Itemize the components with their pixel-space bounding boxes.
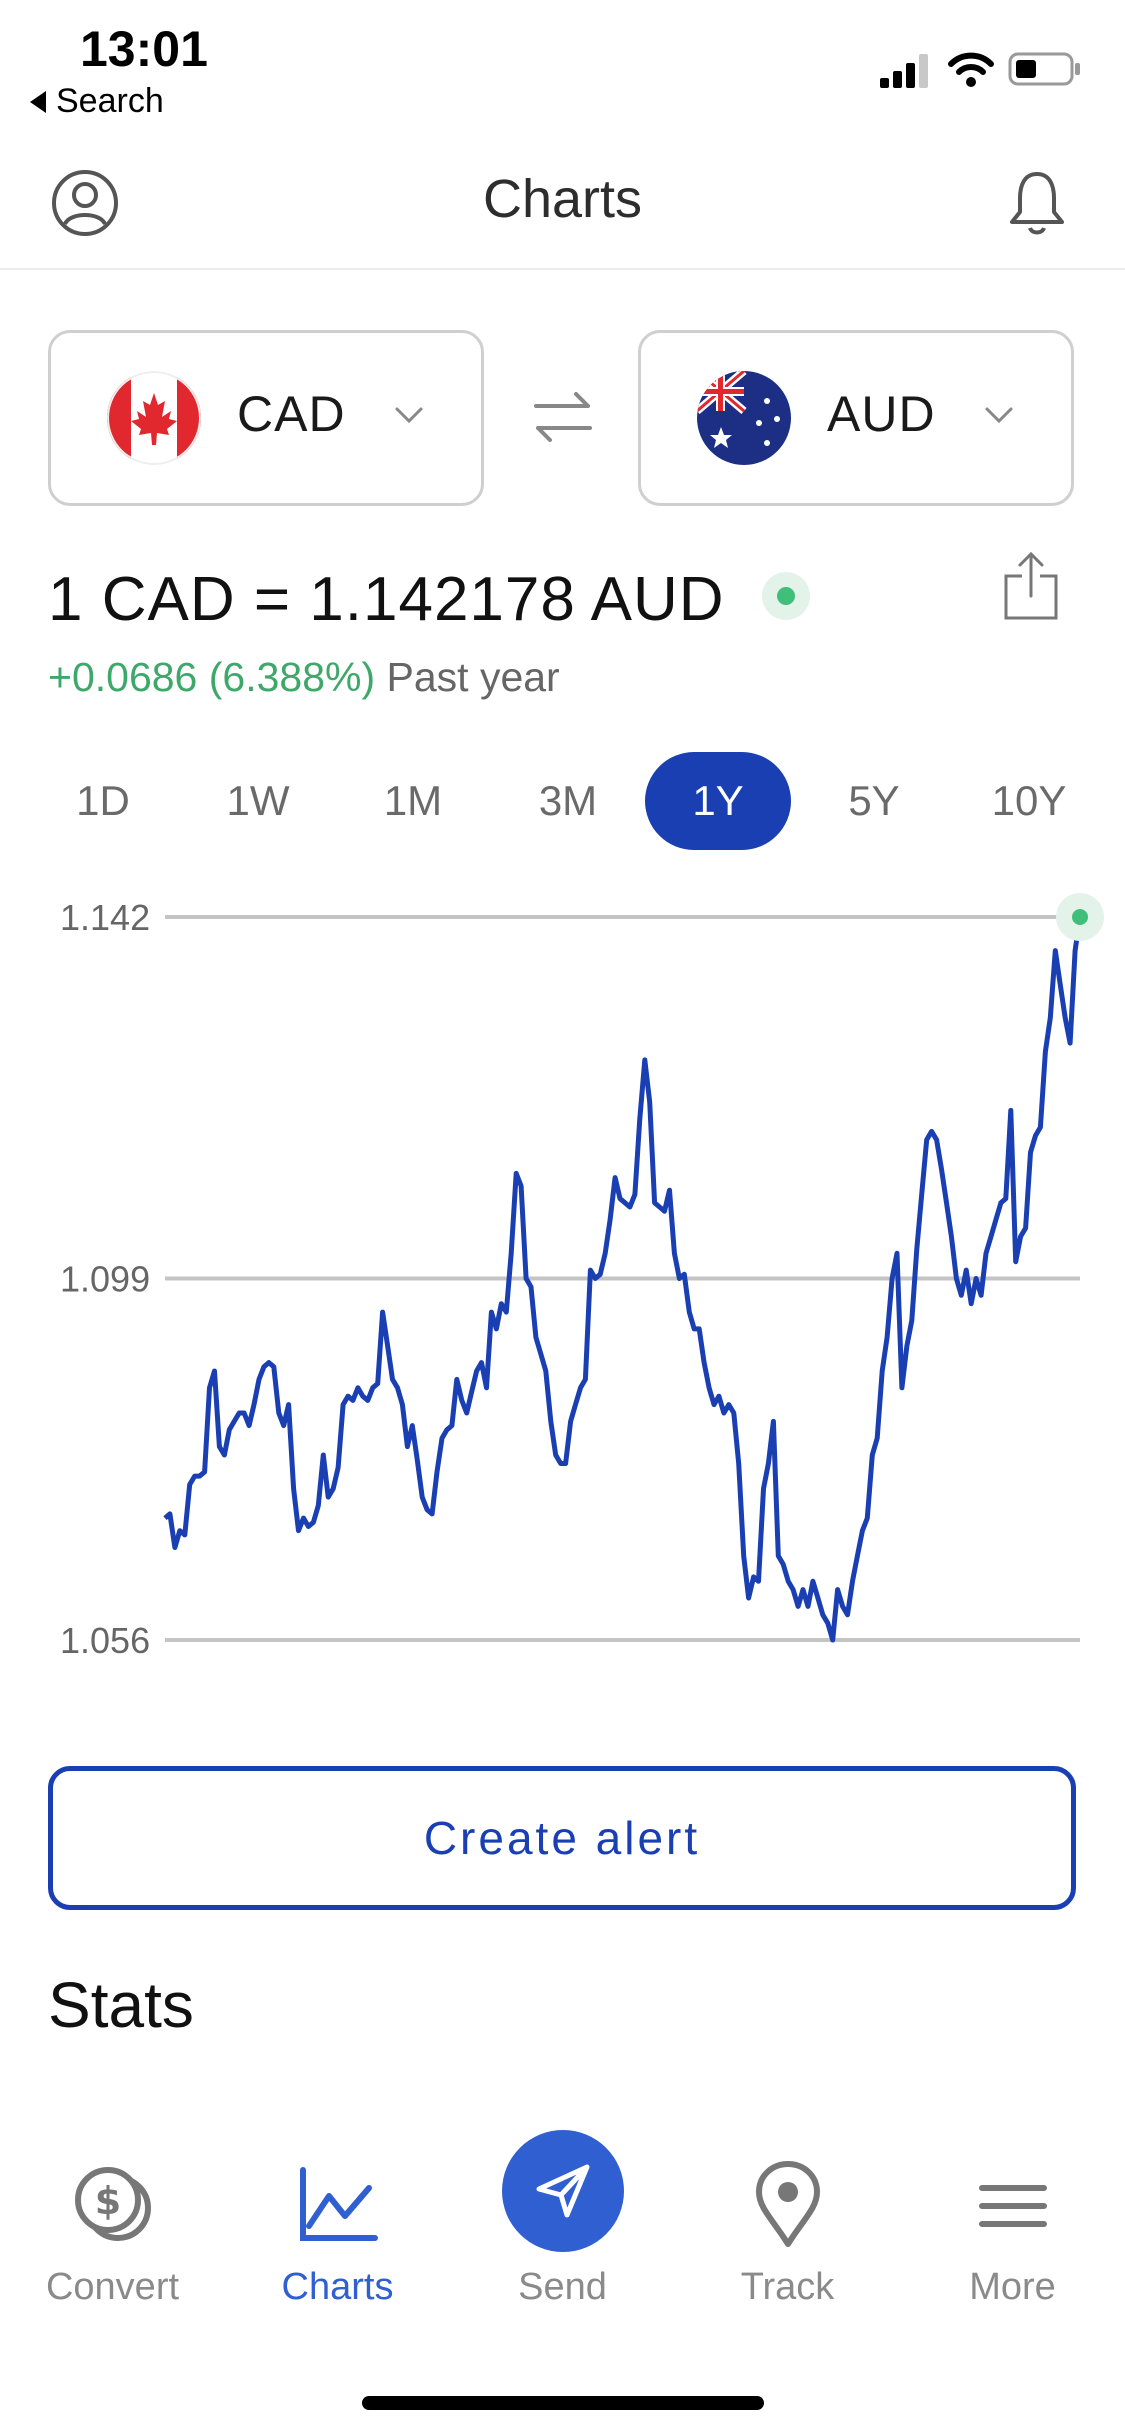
stats-heading: Stats	[48, 1969, 194, 2041]
wifi-icon	[948, 52, 994, 87]
range-tab-1w[interactable]: 1W	[226, 777, 290, 824]
bottom-tab-bar: $ Convert Charts Send Track More	[0, 2100, 1125, 2436]
from-currency-select[interactable]: CAD	[48, 330, 484, 506]
convert-icon: $	[74, 2167, 151, 2241]
send-button-circle	[501, 2130, 624, 2252]
tab-convert[interactable]: $ Convert	[0, 2100, 225, 2320]
y-tick-label: 1.142	[60, 897, 150, 938]
send-icon	[536, 2164, 589, 2218]
chevron-down-icon	[395, 407, 423, 424]
chevron-down-icon	[985, 407, 1013, 424]
tab-label-charts: Charts	[281, 2266, 394, 2308]
tab-send[interactable]: Send	[450, 2100, 675, 2320]
y-tick-label: 1.056	[60, 1620, 150, 1660]
back-arrow-icon	[30, 90, 46, 113]
header-divider	[0, 268, 1125, 270]
range-tab-3m[interactable]: 3M	[538, 777, 598, 824]
exchange-rate: 1 CAD = 1.142178 AUD	[48, 565, 725, 634]
swap-currencies-icon[interactable]	[530, 386, 596, 448]
range-tab-10y[interactable]: 10Y	[991, 777, 1067, 824]
rate-series-line	[163, 916, 1083, 1643]
charts-icon	[299, 2167, 378, 2241]
tab-charts[interactable]: Charts	[225, 2100, 450, 2320]
location-pin-icon	[755, 2161, 820, 2247]
menu-icon	[978, 2185, 1047, 2227]
bell-icon[interactable]	[1004, 166, 1070, 238]
cellular-signal-icon	[880, 54, 928, 88]
profile-icon[interactable]	[50, 168, 120, 238]
range-tab-1y[interactable]: 1Y	[645, 752, 791, 850]
y-tick-label: 1.099	[60, 1259, 150, 1300]
australia-flag-icon	[697, 371, 791, 465]
range-tab-1d[interactable]: 1D	[76, 777, 130, 824]
tab-more[interactable]: More	[900, 2100, 1125, 2320]
rate-change-period: Past year	[386, 654, 560, 700]
rate-chart[interactable]: 1.142 1.099 1.056	[0, 880, 1125, 1660]
range-tabs: 1D 1W 1M 3M 1Y 5Y 10Y	[30, 752, 1110, 850]
back-label: Search	[56, 82, 164, 120]
tab-label-more: More	[969, 2266, 1056, 2308]
to-currency-select[interactable]: AUD	[638, 330, 1074, 506]
to-currency-code: AUD	[827, 386, 936, 442]
live-indicator-dot	[777, 587, 795, 605]
latest-point	[1072, 909, 1088, 925]
range-tab-1m[interactable]: 1M	[383, 777, 443, 824]
from-currency-code: CAD	[237, 386, 346, 442]
svg-text:$: $	[94, 2179, 120, 2223]
page-title: Charts	[482, 169, 643, 229]
tab-label-track: Track	[740, 2266, 835, 2308]
rate-change-value: +0.0686 (6.388%)	[48, 654, 376, 700]
share-icon[interactable]	[1002, 550, 1060, 622]
tab-label-convert: Convert	[45, 2266, 180, 2308]
status-time: 13:01	[80, 21, 208, 77]
battery-icon	[1008, 52, 1080, 86]
create-alert-button[interactable]: Create alert	[48, 1766, 1076, 1910]
range-tab-5y[interactable]: 5Y	[848, 777, 900, 824]
canada-flag-icon	[107, 371, 201, 465]
tab-label-send: Send	[518, 2266, 607, 2308]
home-indicator	[362, 2396, 764, 2410]
rate-change: +0.0686 (6.388%) Past year	[48, 654, 560, 701]
back-to-search[interactable]: Search	[30, 82, 164, 121]
tab-track[interactable]: Track	[675, 2100, 900, 2320]
